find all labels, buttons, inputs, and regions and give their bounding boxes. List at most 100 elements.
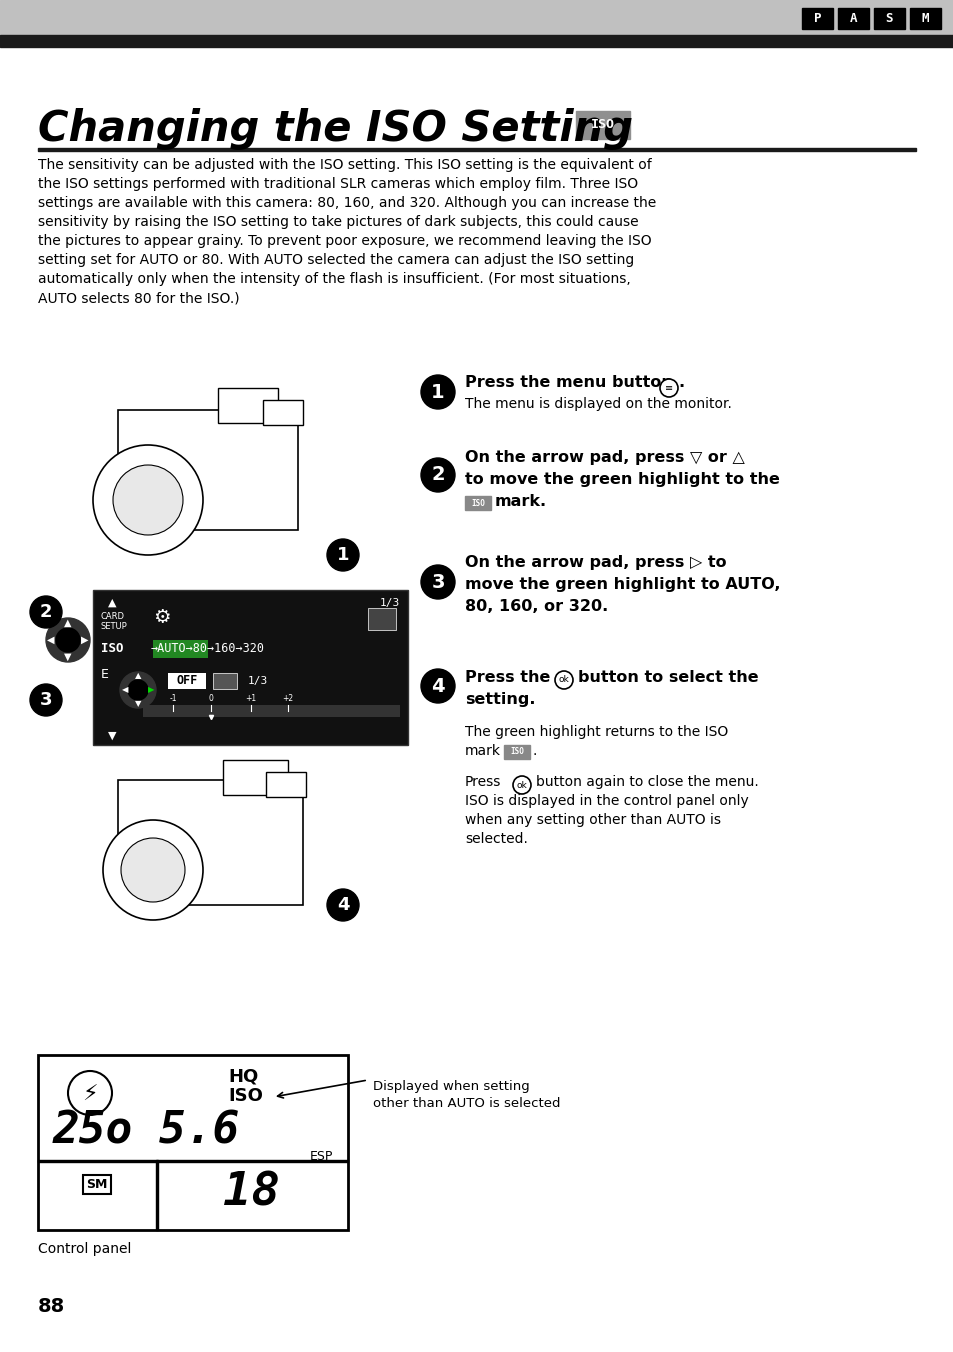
Text: 3: 3 — [40, 691, 52, 708]
Bar — [213, 673, 236, 690]
Bar — [118, 410, 297, 530]
Circle shape — [120, 672, 156, 708]
Text: mark: mark — [464, 744, 500, 758]
Text: A: A — [849, 12, 857, 24]
Text: ⚙: ⚙ — [152, 608, 171, 627]
Bar — [909, 8, 940, 28]
Text: the pictures to appear grainy. To prevent poor exposure, we recommend leaving th: the pictures to appear grainy. To preven… — [38, 234, 651, 247]
Bar — [155, 1160, 157, 1230]
Text: HQ: HQ — [228, 1067, 258, 1086]
Text: the ISO settings performed with traditional SLR cameras which employ film. Three: the ISO settings performed with traditio… — [38, 177, 638, 191]
Text: →AUTO→80→160→320: →AUTO→80→160→320 — [151, 642, 265, 654]
Bar — [38, 1160, 348, 1161]
Text: setting set for AUTO or 80. With AUTO selected the camera can adjust the ISO set: setting set for AUTO or 80. With AUTO se… — [38, 253, 634, 266]
Text: 4: 4 — [431, 676, 444, 695]
Text: The menu is displayed on the monitor.: The menu is displayed on the monitor. — [464, 397, 731, 411]
Text: move the green highlight to AUTO,: move the green highlight to AUTO, — [464, 577, 780, 592]
Text: ▶: ▶ — [148, 685, 154, 695]
Text: button again to close the menu.: button again to close the menu. — [536, 775, 758, 790]
Text: setting.: setting. — [464, 692, 535, 707]
Text: mark.: mark. — [495, 493, 547, 508]
Text: .: . — [678, 375, 683, 389]
Text: 3: 3 — [431, 572, 444, 592]
Text: selected.: selected. — [464, 831, 527, 846]
Bar — [152, 639, 208, 658]
Text: +1: +1 — [245, 694, 256, 703]
Text: ≡: ≡ — [664, 383, 673, 393]
Text: ⚡: ⚡ — [82, 1086, 98, 1105]
Circle shape — [327, 539, 358, 571]
Text: automatically only when the intensity of the flash is insufficient. (For most si: automatically only when the intensity of… — [38, 272, 630, 287]
Text: 1/3: 1/3 — [248, 676, 268, 685]
Text: P: P — [813, 12, 821, 24]
Text: 4: 4 — [336, 896, 349, 914]
Bar — [0, 0, 953, 35]
Text: ▼: ▼ — [64, 652, 71, 662]
Text: S: S — [884, 12, 892, 24]
Text: ▲: ▲ — [108, 598, 116, 608]
Bar — [837, 8, 868, 28]
Text: -1: -1 — [169, 694, 176, 703]
Text: 2: 2 — [431, 465, 444, 484]
Circle shape — [46, 618, 90, 662]
Text: Press the menu button: Press the menu button — [464, 375, 672, 389]
Circle shape — [513, 776, 531, 794]
Circle shape — [121, 838, 185, 902]
Text: On the arrow pad, press ▷ to: On the arrow pad, press ▷ to — [464, 556, 726, 571]
Bar — [503, 745, 530, 758]
Text: .: . — [533, 744, 537, 758]
Text: On the arrow pad, press ▽ or △: On the arrow pad, press ▽ or △ — [464, 450, 744, 465]
Circle shape — [30, 684, 62, 717]
Text: 18: 18 — [223, 1169, 280, 1215]
Text: to move the green highlight to the: to move the green highlight to the — [464, 472, 779, 487]
Text: 0: 0 — [209, 694, 213, 703]
Text: ok: ok — [517, 780, 527, 790]
Text: ISO: ISO — [228, 1087, 263, 1105]
Bar — [223, 760, 288, 795]
Text: Press the: Press the — [464, 671, 550, 685]
Bar — [143, 704, 399, 717]
Circle shape — [420, 669, 455, 703]
Circle shape — [30, 596, 62, 627]
Text: ▼: ▼ — [134, 699, 141, 708]
Text: E: E — [101, 668, 109, 681]
Text: 25o 5.6: 25o 5.6 — [53, 1110, 240, 1153]
Circle shape — [112, 465, 183, 535]
Bar — [368, 608, 395, 630]
Text: ok: ok — [558, 676, 569, 684]
Bar — [873, 8, 904, 28]
Text: Changing the ISO Setting: Changing the ISO Setting — [38, 108, 633, 150]
Text: 1/3: 1/3 — [379, 598, 399, 608]
Bar — [266, 772, 306, 796]
Text: ISO: ISO — [471, 499, 484, 507]
Circle shape — [420, 458, 455, 492]
Bar — [168, 673, 206, 690]
Text: ISO: ISO — [101, 642, 123, 654]
Text: +2: +2 — [282, 694, 294, 703]
Text: OFF: OFF — [176, 675, 197, 688]
Text: ▲: ▲ — [134, 672, 141, 680]
Bar — [0, 35, 953, 47]
Bar — [38, 1055, 348, 1230]
Text: ISO: ISO — [590, 119, 615, 131]
Text: button to select the: button to select the — [578, 671, 758, 685]
Bar — [218, 388, 277, 423]
Text: Displayed when setting
other than AUTO is selected: Displayed when setting other than AUTO i… — [373, 1080, 560, 1110]
Circle shape — [420, 375, 455, 410]
Text: ◀: ◀ — [48, 635, 54, 645]
Text: ISO: ISO — [510, 748, 523, 757]
Text: 1: 1 — [336, 546, 349, 564]
Circle shape — [327, 890, 358, 921]
Bar — [464, 496, 491, 510]
Text: 2: 2 — [40, 603, 52, 621]
Circle shape — [56, 627, 80, 652]
Text: ▶: ▶ — [81, 635, 89, 645]
Text: SM: SM — [86, 1178, 108, 1191]
Circle shape — [103, 821, 203, 919]
Bar — [58, 750, 357, 945]
Text: ◀: ◀ — [122, 685, 128, 695]
Bar — [576, 111, 629, 139]
Circle shape — [128, 680, 148, 700]
Circle shape — [68, 1071, 112, 1115]
Bar — [118, 780, 303, 904]
